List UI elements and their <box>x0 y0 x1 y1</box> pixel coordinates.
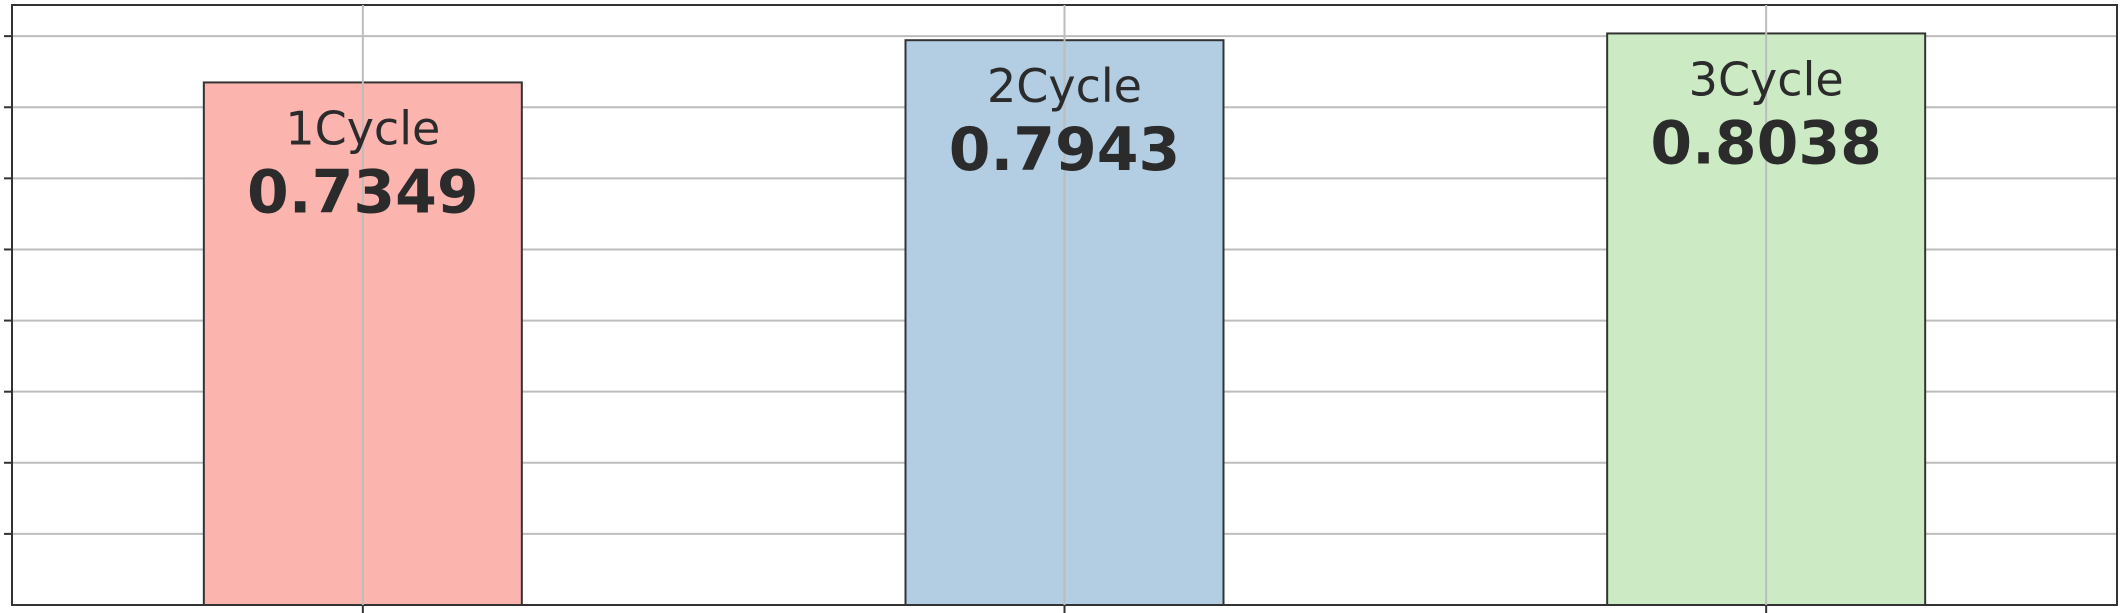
bar-category-label: 1Cycle <box>285 101 440 155</box>
bar-value-label: 0.7349 <box>247 157 479 227</box>
bar-category-label: 3Cycle <box>1689 52 1844 106</box>
axis-ticks <box>4 35 1768 613</box>
bar-value-label: 0.7943 <box>949 115 1181 185</box>
bar-category-label: 2Cycle <box>987 59 1142 113</box>
bar-value-label: 0.8038 <box>1650 108 1882 178</box>
